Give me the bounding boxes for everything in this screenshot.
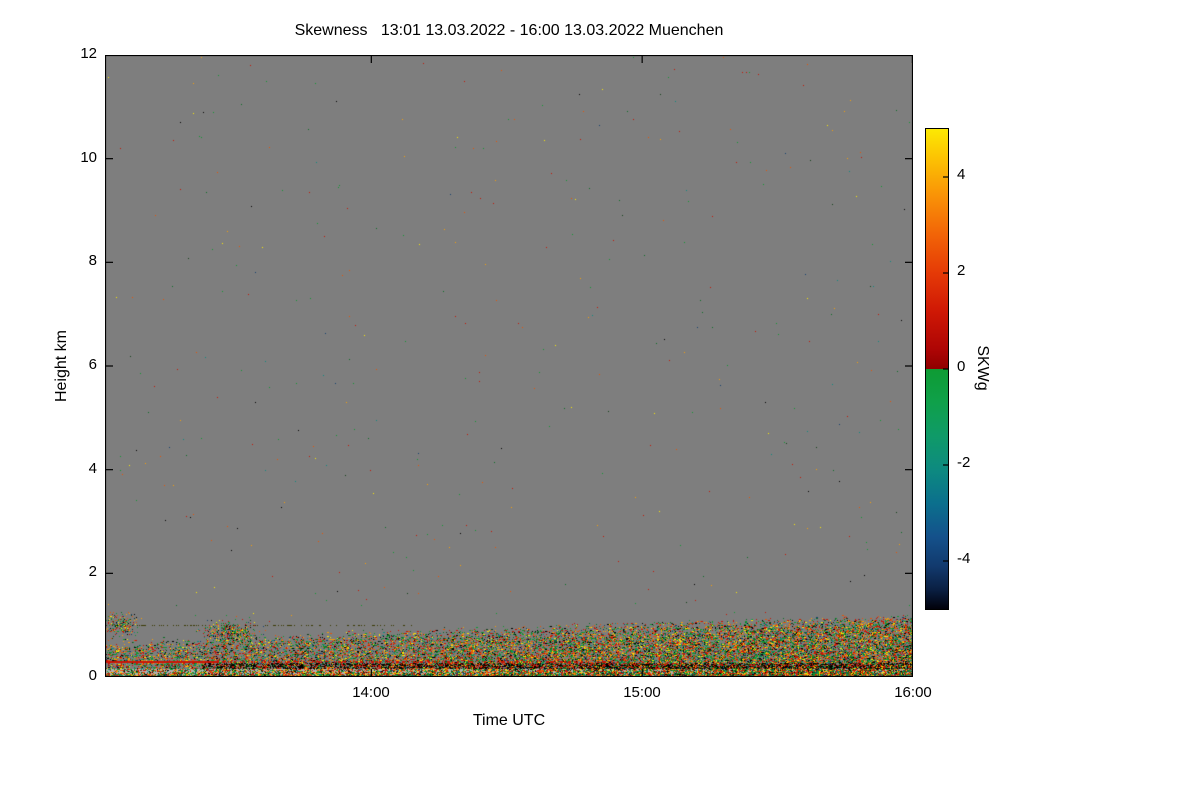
plot-area	[105, 55, 913, 677]
chart-title: Skewness 13:01 13.03.2022 - 16:00 13.03.…	[294, 22, 724, 39]
colorbar-tick-label: -2	[957, 454, 971, 471]
colorbar-gradient	[926, 129, 948, 609]
y-tick-label: 4	[88, 460, 97, 477]
colorbar-label: SKWg	[974, 345, 991, 391]
colorbar-tick-label: 4	[957, 166, 966, 183]
y-tick-label: 10	[80, 149, 97, 166]
y-tick-label: 2	[88, 563, 97, 580]
y-tick-label: 12	[80, 45, 97, 62]
heatmap-canvas	[105, 55, 913, 677]
colorbar-tick-label: -4	[957, 550, 971, 567]
x-tick-label: 14:00	[352, 684, 390, 701]
y-axis-label: Height km	[53, 329, 70, 403]
colorbar-tick-label: 2	[957, 262, 966, 279]
y-tick-label: 6	[88, 356, 97, 373]
x-tick-label: 16:00	[894, 684, 932, 701]
colorbar	[925, 128, 949, 610]
x-tick-label: 15:00	[623, 684, 661, 701]
y-tick-label: 8	[88, 252, 97, 269]
y-tick-label: 0	[88, 667, 97, 684]
colorbar-tick-label: 0	[957, 358, 966, 375]
x-axis-label: Time UTC	[472, 712, 546, 729]
